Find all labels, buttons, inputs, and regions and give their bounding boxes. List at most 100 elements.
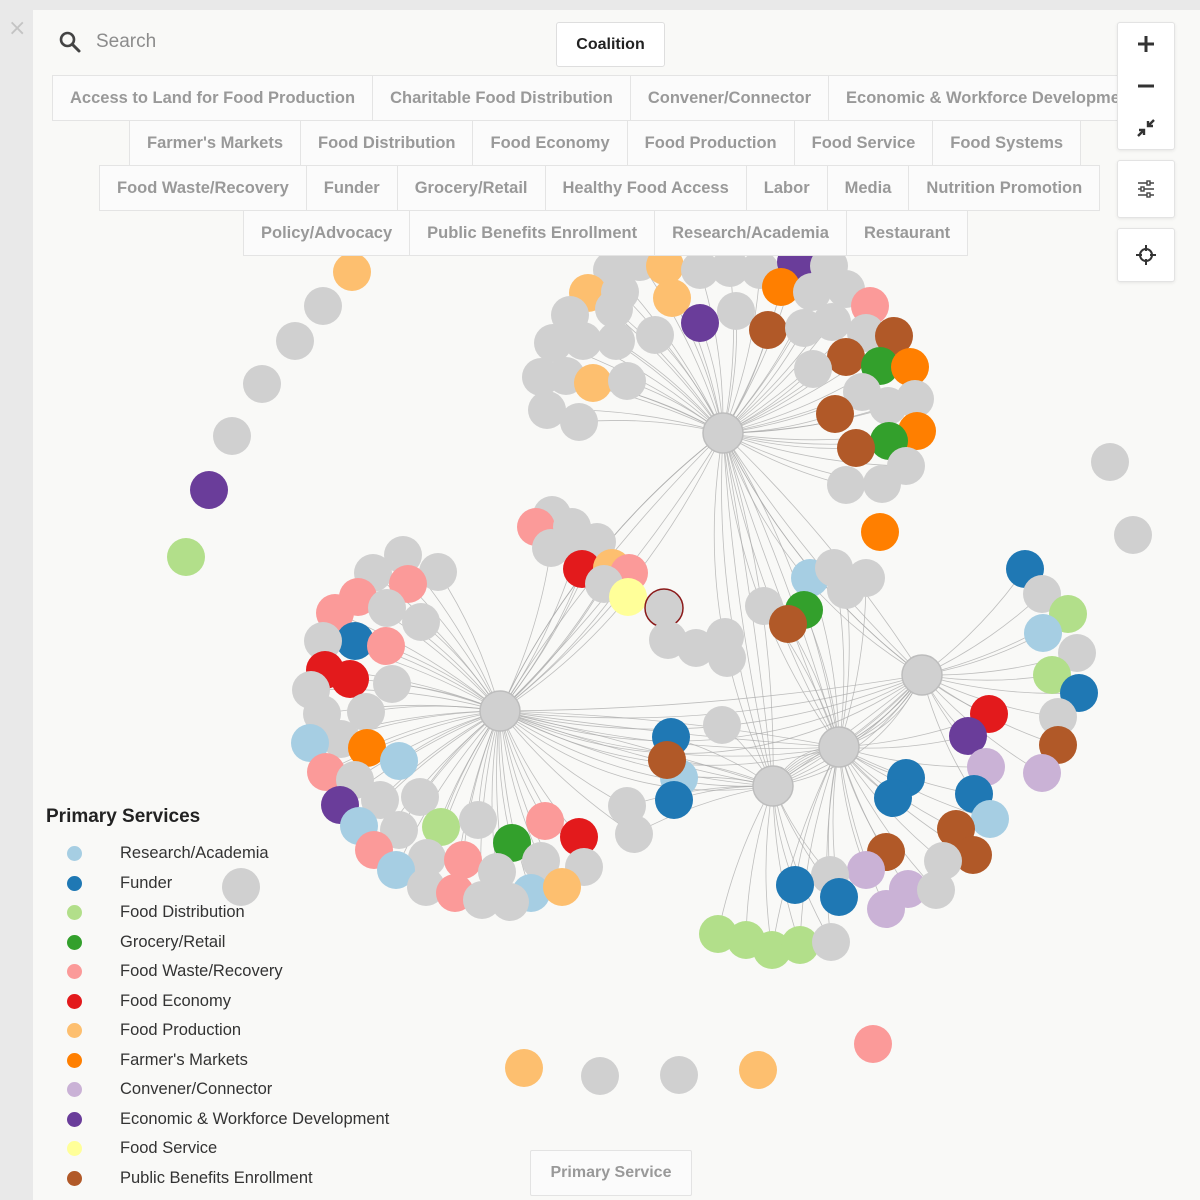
graph-node[interactable] xyxy=(526,802,564,840)
graph-node[interactable] xyxy=(794,350,832,388)
filter-chip[interactable]: Food Production xyxy=(626,120,795,166)
filter-chip[interactable]: Economic & Workforce Development xyxy=(828,75,1154,121)
graph-node[interactable] xyxy=(543,868,581,906)
graph-node[interactable] xyxy=(681,251,719,289)
graph-node[interactable] xyxy=(867,890,905,928)
graph-node[interactable] xyxy=(1023,575,1061,613)
graph-node[interactable] xyxy=(854,1025,892,1063)
graph-node[interactable] xyxy=(528,391,566,429)
graph-node[interactable] xyxy=(331,660,369,698)
graph-node[interactable] xyxy=(304,287,342,325)
graph-node[interactable] xyxy=(615,815,653,853)
graph-node[interactable] xyxy=(874,779,912,817)
graph-node[interactable] xyxy=(336,622,374,660)
settings-button[interactable] xyxy=(1118,161,1174,217)
graph-node[interactable] xyxy=(380,742,418,780)
graph-node[interactable] xyxy=(608,362,646,400)
graph-node[interactable] xyxy=(896,380,934,418)
graph-node[interactable] xyxy=(847,851,885,889)
graph-node[interactable] xyxy=(653,279,691,317)
graph-node[interactable] xyxy=(917,871,955,909)
fit-view-button[interactable] xyxy=(1118,107,1174,149)
graph-node[interactable] xyxy=(924,842,962,880)
graph-node[interactable] xyxy=(491,883,529,921)
filter-chip[interactable]: Healthy Food Access xyxy=(544,165,747,211)
graph-node[interactable] xyxy=(837,429,875,467)
graph-node[interactable] xyxy=(367,627,405,665)
graph-node[interactable] xyxy=(702,412,744,454)
graph-node[interactable] xyxy=(861,513,899,551)
graph-node[interactable] xyxy=(560,403,598,441)
graph-node[interactable] xyxy=(276,322,314,360)
zoom-out-button[interactable] xyxy=(1118,65,1174,107)
graph-node[interactable] xyxy=(361,781,399,819)
graph-node[interactable] xyxy=(419,553,457,591)
search-bar[interactable] xyxy=(58,30,456,54)
graph-node[interactable] xyxy=(532,529,570,567)
graph-node[interactable] xyxy=(222,868,260,906)
graph-node[interactable] xyxy=(401,778,439,816)
graph-node[interactable] xyxy=(463,881,501,919)
zoom-in-button[interactable] xyxy=(1118,23,1174,65)
filter-chip[interactable]: Public Benefits Enrollment xyxy=(409,210,656,256)
graph-node[interactable] xyxy=(875,317,913,355)
graph-node[interactable] xyxy=(1033,656,1071,694)
graph-node[interactable] xyxy=(749,311,787,349)
filter-chip[interactable]: Food Economy xyxy=(472,120,628,166)
graph-node[interactable] xyxy=(213,417,251,455)
graph-node[interactable] xyxy=(816,395,854,433)
graph-node[interactable] xyxy=(739,1051,777,1089)
network-graph[interactable] xyxy=(33,10,1200,1200)
graph-node[interactable] xyxy=(655,781,693,819)
graph-node[interactable] xyxy=(677,629,715,667)
search-input[interactable] xyxy=(96,31,456,53)
filter-chip[interactable]: Food Service xyxy=(793,120,934,166)
filter-chip[interactable]: Food Waste/Recovery xyxy=(99,165,307,211)
filter-chip[interactable]: Restaurant xyxy=(845,210,969,256)
filter-chip[interactable]: Food Systems xyxy=(932,120,1082,166)
coalition-view-button[interactable]: Coalition xyxy=(556,22,665,67)
graph-node[interactable] xyxy=(493,824,531,862)
graph-node[interactable] xyxy=(703,706,741,744)
graph-node[interactable] xyxy=(348,729,386,767)
graph-node[interactable] xyxy=(863,465,901,503)
graph-node[interactable] xyxy=(368,589,406,627)
graph-node[interactable] xyxy=(581,1057,619,1095)
graph-node[interactable] xyxy=(422,808,460,846)
graph-node[interactable] xyxy=(820,878,858,916)
filter-chip[interactable]: Labor xyxy=(745,165,828,211)
graph-node[interactable] xyxy=(1024,614,1062,652)
graph-node[interactable] xyxy=(752,765,794,807)
graph-node[interactable] xyxy=(827,466,865,504)
graph-node[interactable] xyxy=(333,253,371,291)
graph-node[interactable] xyxy=(1039,726,1077,764)
primary-service-button[interactable]: Primary Service xyxy=(530,1150,692,1196)
graph-node[interactable] xyxy=(459,801,497,839)
graph-node[interactable] xyxy=(644,588,684,628)
graph-node[interactable] xyxy=(574,364,612,402)
graph-node[interactable] xyxy=(717,292,755,330)
graph-node[interactable] xyxy=(681,304,719,342)
graph-node[interactable] xyxy=(812,923,850,961)
graph-node[interactable] xyxy=(827,571,865,609)
graph-node[interactable] xyxy=(891,348,929,386)
graph-node[interactable] xyxy=(408,839,446,877)
graph-node[interactable] xyxy=(1039,698,1077,736)
graph-node[interactable] xyxy=(762,268,800,306)
graph-node[interactable] xyxy=(781,926,819,964)
graph-node[interactable] xyxy=(1023,754,1061,792)
graph-node[interactable] xyxy=(407,868,445,906)
graph-node[interactable] xyxy=(597,322,635,360)
graph-node[interactable] xyxy=(307,753,345,791)
graph-node[interactable] xyxy=(560,818,598,856)
filter-chip[interactable]: Access to Land for Food Production xyxy=(52,75,374,121)
graph-node[interactable] xyxy=(243,365,281,403)
graph-node[interactable] xyxy=(373,665,411,703)
graph-node[interactable] xyxy=(479,690,521,732)
graph-node[interactable] xyxy=(708,639,746,677)
graph-node[interactable] xyxy=(291,724,329,762)
graph-node[interactable] xyxy=(901,654,943,696)
graph-node[interactable] xyxy=(1114,516,1152,554)
filter-chip[interactable]: Charitable Food Distribution xyxy=(372,75,631,121)
graph-node[interactable] xyxy=(660,1056,698,1094)
